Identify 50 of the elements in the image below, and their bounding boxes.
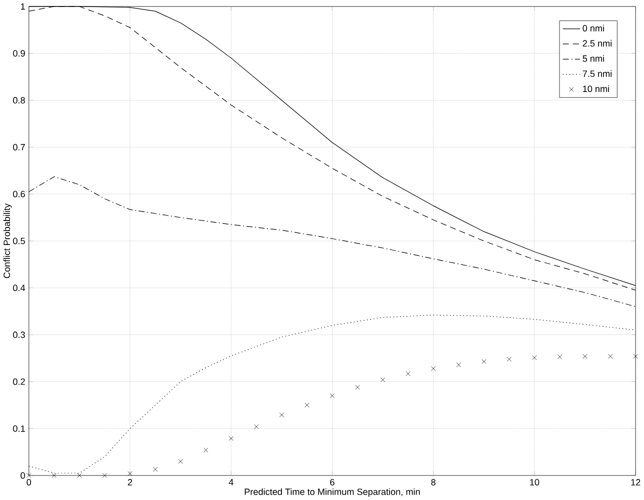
y-tick-label: 0: [20, 472, 25, 479]
point: [330, 393, 335, 398]
point: [279, 412, 284, 418]
point: [304, 402, 310, 408]
x-tick-label: 6: [330, 478, 334, 486]
x-tick-label: 2: [128, 478, 132, 486]
y-tick-label: 1: [20, 3, 25, 10]
x-tick-label: 0: [26, 478, 32, 486]
point: [102, 473, 108, 478]
point: [506, 356, 512, 362]
point: [128, 471, 132, 476]
point: [582, 354, 588, 359]
x-tick-label: 8: [431, 478, 436, 486]
y-tick-label: 0.2: [13, 378, 25, 385]
point: [633, 354, 638, 359]
point: [532, 355, 537, 360]
y-tick-label: 0.6: [13, 190, 25, 198]
y-axis-title: Conflict Probability: [3, 203, 12, 278]
y-tick-label: 0.1: [13, 425, 25, 432]
legend-label: 0 nmi: [582, 24, 604, 32]
legend-label: 2.5 nmi: [582, 40, 612, 47]
x-tick-label: 10: [530, 478, 540, 486]
y-tick-label: 0.5: [13, 238, 25, 244]
y-tick-label: 0.7: [13, 144, 25, 150]
point: [77, 473, 82, 478]
point: [178, 458, 183, 464]
y-tick-label: 0.3: [13, 331, 25, 338]
legend-label: 10 nmi: [583, 85, 609, 92]
point: [431, 366, 436, 371]
point: [355, 384, 360, 390]
point: [406, 371, 410, 376]
point: [228, 436, 234, 441]
x-tick-label: 12: [631, 478, 640, 486]
x-axis-title: Predicted Time to Minimum Separation, min: [244, 488, 420, 497]
point: [557, 354, 562, 360]
point: [380, 377, 386, 382]
point: [254, 424, 259, 429]
point: [52, 473, 57, 478]
point: [456, 362, 461, 368]
point: [482, 359, 486, 364]
point: [26, 473, 32, 478]
y-tick-label: 0.8: [13, 96, 25, 104]
point: [204, 448, 208, 452]
y-tick-label: 0.4: [13, 284, 26, 292]
point: [608, 354, 613, 359]
point: [152, 466, 158, 472]
legend-label: 5 nmi: [582, 55, 604, 62]
legend-label: 7.5 nmi: [582, 70, 612, 77]
y-tick-label: 0.9: [13, 50, 25, 57]
x-tick-label: 4: [228, 478, 234, 486]
